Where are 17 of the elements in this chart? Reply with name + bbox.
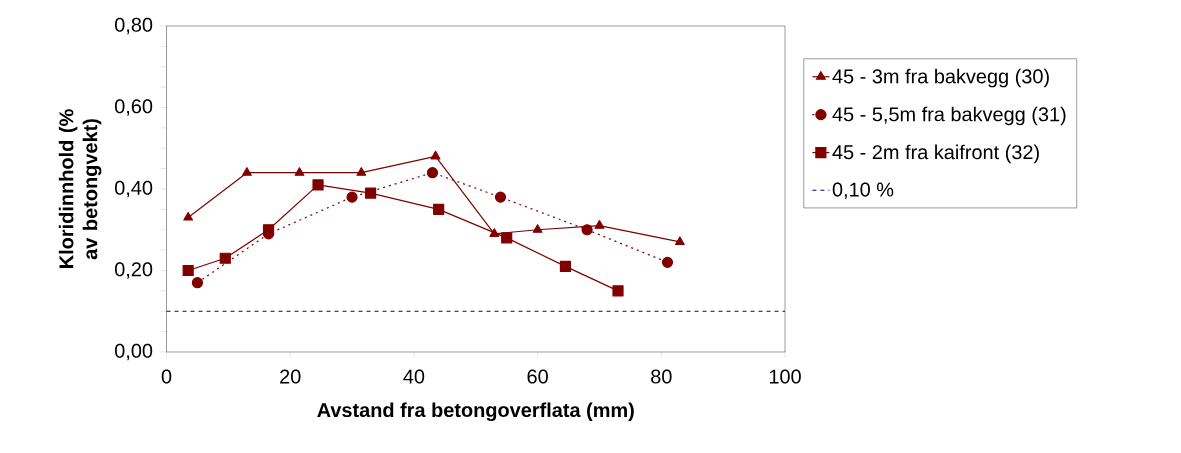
x-tick-label: 80 [651, 369, 672, 384]
x-tick-label: 40 [403, 369, 425, 384]
legend-label: 0,10 % [832, 182, 894, 199]
x-axis-title: Avstand fra betongoverflata (mm) [317, 402, 634, 422]
y-tick-label: 0,60 [114, 99, 153, 116]
x-tick-label: 100 [769, 369, 801, 384]
x-tick-label: 0 [161, 369, 172, 384]
legend-label: 45 - 3m fra bakvegg (30) [832, 68, 1049, 88]
legend-label: 45 - 5,5m fra bakvegg (31) [832, 106, 1066, 126]
x-tick-label: 60 [527, 369, 548, 384]
y-tick-label: 0,00 [114, 343, 153, 361]
x-tick-label: 20 [280, 369, 301, 384]
y-tick-label: 0,80 [114, 17, 153, 35]
y-axis-title: Kloridinnhold (% av betongvekt) [58, 109, 102, 268]
legend-label: 45 - 2m fra kaifront (32) [832, 144, 1039, 164]
y-tick-label: 0,40 [114, 180, 153, 198]
y-tick-label: 0,20 [114, 262, 153, 279]
